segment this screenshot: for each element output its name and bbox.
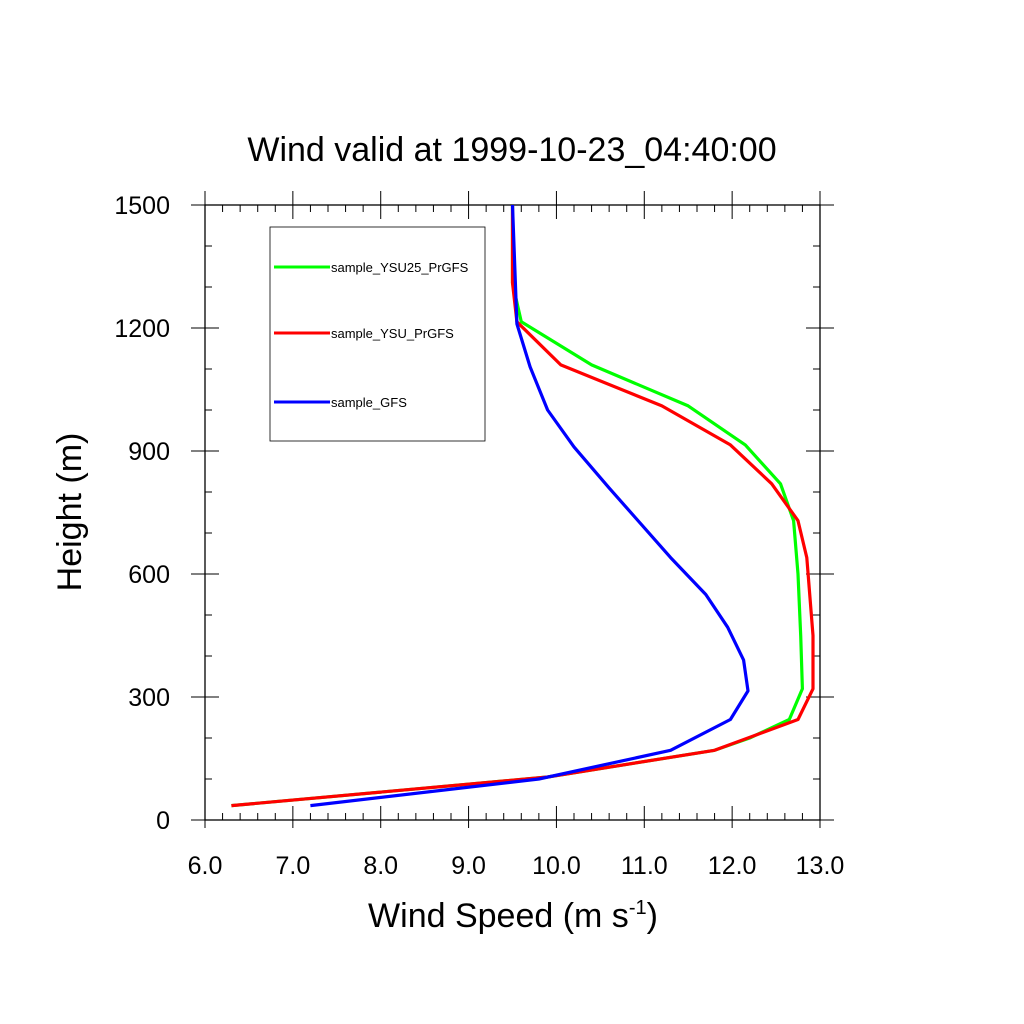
chart-title: Wind valid at 1999-10-23_04:40:00 — [247, 131, 776, 169]
x-tick-label: 13.0 — [796, 852, 845, 880]
axis-ticks — [191, 191, 834, 828]
legend: sample_YSU25_PrGFS sample_YSU_PrGFSsample… — [269, 226, 486, 442]
y-tick-label: 0 — [156, 807, 170, 835]
y-tick-label: 300 — [128, 684, 170, 712]
x-tick-label: 7.0 — [275, 852, 310, 880]
tick-labels: 6.0 7.0 8.0 9.0 10.0 11.0 12.0 13.0 0 300 600 900 12… — [114, 192, 844, 880]
x-tick-label: 11.0 — [621, 852, 668, 880]
x-tick-label: 10.0 — [532, 852, 581, 880]
x-tick-label: 6.0 — [188, 852, 223, 880]
y-tick-label: 900 — [128, 438, 170, 466]
y-tick-label: 600 — [128, 561, 170, 589]
legend-label: sample_YSU_PrGFS — [331, 326, 454, 341]
legend-label: sample_YSU25_PrGFS — [331, 260, 469, 275]
series-lines — [231, 204, 815, 808]
series-line-sample_GFS — [310, 204, 750, 808]
series-line-sample_YSU_PrGFS — [231, 205, 815, 808]
x-tick-label: 12.0 — [708, 852, 757, 880]
x-tick-label: 8.0 — [363, 852, 398, 880]
x-axis-label: Wind Speed (m s-1) — [368, 897, 658, 935]
y-tick-label: 1500 — [114, 192, 170, 220]
x-tick-label: 9.0 — [451, 852, 486, 880]
y-axis-label: Height (m) — [51, 433, 89, 592]
y-tick-label: 1200 — [114, 315, 170, 343]
legend-label: sample_GFS — [331, 395, 407, 410]
